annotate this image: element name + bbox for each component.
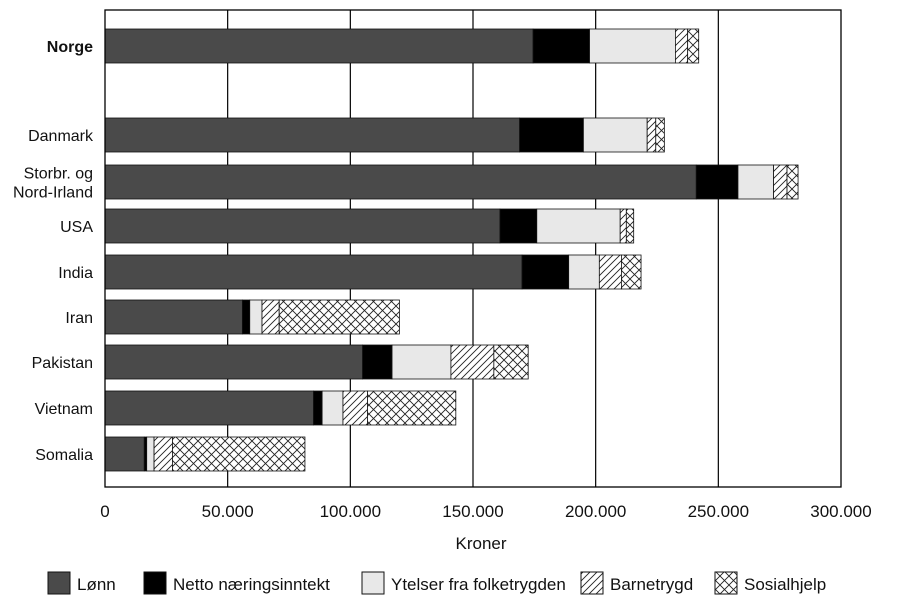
bar-segment xyxy=(261,299,280,335)
category-label: Somalia xyxy=(35,447,93,464)
bar-segment xyxy=(278,299,400,335)
category-label: USA xyxy=(60,219,93,236)
bar-segment xyxy=(519,117,584,153)
bar-segment xyxy=(655,117,665,153)
legend-label: Sosialhjelp xyxy=(744,575,826,594)
bar-segment xyxy=(625,208,635,244)
x-tick-label: 0 xyxy=(100,502,109,521)
category-label: Storbr. og Nord-Irland xyxy=(13,166,93,202)
x-tick-label: 150.000 xyxy=(442,502,503,521)
bar-segment xyxy=(104,299,243,335)
bar-segment xyxy=(687,28,700,64)
legend-label: Netto næringsinntekt xyxy=(173,575,330,594)
category-label: Iran xyxy=(65,310,93,327)
category-label: India xyxy=(58,265,93,282)
bar-segment xyxy=(104,390,314,426)
bar-segment xyxy=(493,344,529,380)
bar-segment xyxy=(153,436,173,472)
bar-segment xyxy=(450,344,495,380)
bar-segment xyxy=(146,436,155,472)
legend-label: Barnetrygd xyxy=(610,575,693,594)
bar-segment xyxy=(583,117,648,153)
category-label: Danmark xyxy=(28,128,94,145)
legend-label: Ytelser fra folketrygden xyxy=(391,575,566,594)
bar-segment xyxy=(104,28,534,64)
legend: Lønn Netto næringsinntekt Ytelser fra folk… xyxy=(47,571,826,595)
legend-swatch xyxy=(361,571,385,595)
bar-segment xyxy=(104,254,523,290)
bar-segment xyxy=(362,344,393,380)
bar-segment xyxy=(675,28,689,64)
x-tick-label: 50.000 xyxy=(202,502,254,521)
bar-segment xyxy=(172,436,306,472)
x-tick-label: 300.000 xyxy=(810,502,871,521)
bar-segment xyxy=(321,390,344,426)
bar-segment xyxy=(773,164,788,200)
bar-segment xyxy=(532,28,590,64)
bar-segment xyxy=(391,344,452,380)
bar-segment xyxy=(521,254,570,290)
x-tick-label: 200.000 xyxy=(565,502,626,521)
bars xyxy=(104,28,799,472)
bar-segment xyxy=(536,208,621,244)
bar-segment xyxy=(104,208,501,244)
x-tick-labels: 0 50.000 100.000 150.000 200.000 250.000 300.0… xyxy=(100,502,871,521)
bar-segment xyxy=(589,28,676,64)
bar-segment xyxy=(598,254,622,290)
bar-segment xyxy=(104,164,697,200)
bar-segment xyxy=(568,254,600,290)
category-label: Pakistan xyxy=(32,355,93,372)
bar-segment xyxy=(104,344,364,380)
bar-segment xyxy=(342,390,368,426)
bar-segment xyxy=(104,117,521,153)
bar-segment xyxy=(621,254,642,290)
x-tick-label: 100.000 xyxy=(320,502,381,521)
legend-swatch xyxy=(47,571,71,595)
bar-segment xyxy=(241,299,251,335)
bar-segment xyxy=(367,390,457,426)
plot-frame xyxy=(104,9,842,488)
legend-swatch xyxy=(580,571,604,595)
bar-segment xyxy=(313,390,323,426)
bar-segment xyxy=(104,436,145,472)
bar-segment xyxy=(499,208,538,244)
legend-label: Lønn xyxy=(77,575,116,594)
legend-swatch xyxy=(143,571,167,595)
bar-segment xyxy=(786,164,799,200)
category-labels: Norge Danmark Storbr. og Nord-Irland USA Indi… xyxy=(13,39,94,464)
bar-segment xyxy=(249,299,263,335)
legend-swatch xyxy=(714,571,738,595)
x-axis-title: Kroner xyxy=(455,534,506,553)
category-label: Vietnam xyxy=(35,401,93,418)
x-tick-label: 250.000 xyxy=(688,502,749,521)
bar-segment xyxy=(695,164,739,200)
bar-segment xyxy=(646,117,657,153)
bar-segment xyxy=(737,164,774,200)
bar-segment xyxy=(619,208,627,244)
category-label: Norge xyxy=(47,39,93,56)
